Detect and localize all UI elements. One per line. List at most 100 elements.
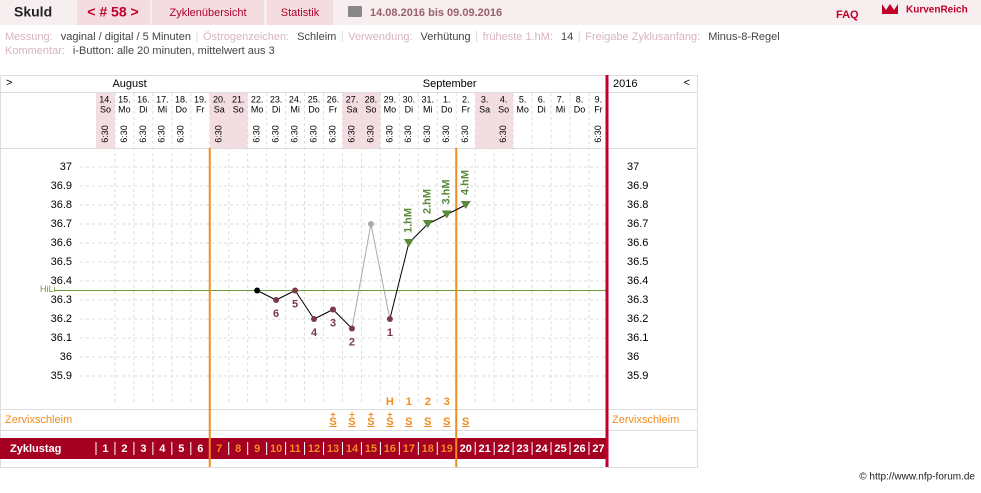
marker: 2	[425, 396, 431, 408]
mucus: S	[348, 416, 355, 428]
date: 5.	[519, 94, 527, 104]
y-tick-label: 36.5	[51, 256, 72, 268]
date: 8.	[576, 94, 584, 104]
weekday: So	[365, 104, 376, 114]
logo[interactable]: KurvenReich	[906, 5, 968, 16]
time: 6:30	[593, 125, 603, 143]
cycle-day: 8	[235, 443, 241, 455]
weekday: Di	[537, 104, 546, 114]
y-tick-label: 36.3	[51, 294, 72, 306]
y-tick-label: 37	[627, 161, 639, 173]
print-icon[interactable]	[348, 6, 362, 17]
y-tick-label: 36.9	[51, 180, 72, 192]
weekend-shade	[209, 93, 229, 148]
y-tick-label: 36.1	[627, 332, 648, 344]
point-label: 2	[349, 336, 355, 348]
y-tick-label: 36.9	[627, 180, 648, 192]
y-tick-label: 36.6	[627, 237, 648, 249]
point-label: 4	[311, 327, 318, 339]
year: 2016	[613, 78, 637, 90]
tab[interactable]	[152, 0, 264, 25]
cycle-day: 21	[479, 443, 491, 455]
temp-segment	[370, 223, 391, 320]
date: 29.	[384, 94, 397, 104]
weekday: Mi	[556, 104, 566, 114]
cycle-day: 19	[441, 443, 453, 455]
tab-label[interactable]: Statistik	[281, 7, 320, 19]
y-tick-label: 36.2	[51, 313, 72, 325]
tab[interactable]	[77, 0, 150, 25]
date: 18.	[175, 94, 188, 104]
cycle-day: 20	[460, 443, 472, 455]
weekday: Mo	[384, 104, 397, 114]
meta-label: Kommentar:	[5, 45, 65, 57]
mucus: S	[443, 416, 450, 428]
time: 6:30	[289, 125, 299, 143]
chart-frame	[0, 75, 698, 468]
weekday: Do	[441, 104, 453, 114]
nav-right[interactable]: <	[684, 77, 690, 89]
cycle-day: 17	[403, 443, 415, 455]
y-tick-label: 36.5	[627, 256, 648, 268]
date: 26.	[327, 94, 340, 104]
temp-segment	[294, 290, 315, 320]
cycle-day: 23	[516, 443, 528, 455]
cycle-nav[interactable]: < # 58 >	[87, 4, 138, 20]
temp-segment	[256, 290, 277, 301]
date: 22.	[251, 94, 264, 104]
temp-point	[422, 220, 433, 228]
temp-segment	[332, 309, 353, 329]
temp-point	[386, 316, 393, 322]
tab-label[interactable]: Zyklenübersicht	[169, 7, 246, 19]
weekday: Di	[272, 104, 281, 114]
date: 24.	[289, 94, 302, 104]
mucus: S	[462, 416, 469, 428]
mucus-plus: +	[330, 409, 335, 419]
point-label: 4.hM	[460, 170, 472, 195]
weekday: Mo	[118, 104, 131, 114]
temp-point	[460, 201, 471, 209]
meta-label: Freigabe Zyklusanfang:	[585, 31, 700, 43]
temp-segment	[275, 290, 296, 301]
date: 2.	[462, 94, 470, 104]
temp-point	[367, 221, 374, 227]
y-tick-label: 35.9	[51, 370, 72, 382]
temp-point	[441, 210, 452, 219]
time: 6:30	[270, 125, 280, 143]
y-tick-label: 36.7	[627, 218, 648, 230]
time: 6:30	[327, 125, 337, 143]
tab[interactable]	[267, 0, 333, 25]
weekday: Do	[176, 104, 188, 114]
cycle-day: 14	[346, 443, 359, 455]
temp-point	[348, 325, 355, 332]
date: 6.	[538, 94, 546, 104]
date: 3.	[481, 94, 489, 104]
time: 6:30	[100, 125, 110, 143]
cycle-day: 7	[216, 443, 222, 455]
date: 4.	[500, 94, 508, 104]
weekday: So	[233, 104, 244, 114]
cycle-day: 15	[365, 443, 377, 455]
date: 23.	[270, 94, 283, 104]
weekday: Do	[308, 104, 320, 114]
y-tick-label: 36.2	[627, 313, 648, 325]
y-tick-label: 36	[627, 351, 639, 363]
temp-segment	[313, 309, 334, 320]
weekday: Sa	[214, 104, 225, 114]
mucus-label: Zervixschleim	[612, 414, 679, 426]
nav-left[interactable]: >	[6, 77, 12, 89]
footer: © http://www.nfp-forum.de	[859, 472, 975, 483]
cycle-day: 22	[498, 443, 510, 455]
y-tick-label: 36.3	[627, 294, 648, 306]
weekend-shade	[475, 93, 495, 148]
meta-value: Verhütung	[421, 31, 471, 43]
cycle-day: 16	[384, 443, 396, 455]
cycle-label: Zyklustag	[10, 443, 61, 455]
faq-link[interactable]: FAQ	[836, 9, 859, 21]
time: 6:30	[176, 125, 186, 143]
time: 6:30	[460, 125, 470, 143]
cycle-day: 1	[102, 443, 108, 455]
mucus: S	[329, 416, 336, 428]
logo-icon	[882, 4, 898, 14]
time: 6:30	[403, 125, 413, 143]
